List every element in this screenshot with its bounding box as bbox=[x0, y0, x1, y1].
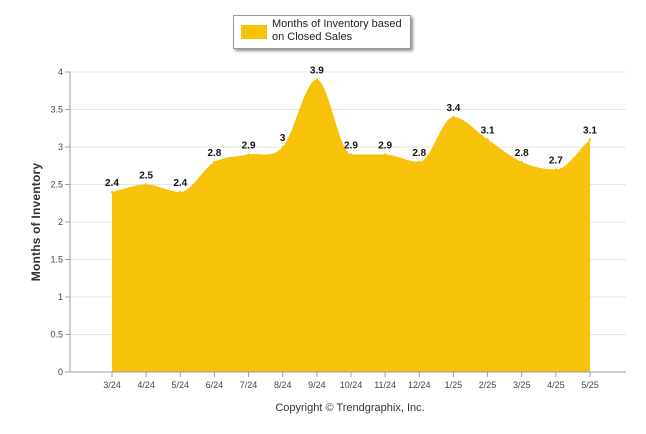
data-label: 2.8 bbox=[412, 148, 426, 159]
data-label: 3.1 bbox=[481, 126, 495, 137]
data-label: 2.9 bbox=[242, 141, 256, 152]
x-tick-label: 11/24 bbox=[374, 380, 396, 390]
data-point bbox=[349, 153, 353, 156]
x-tick-label: 4/24 bbox=[137, 380, 155, 390]
x-tick-label: 6/24 bbox=[206, 380, 224, 390]
y-tick-label: 1 bbox=[58, 292, 63, 302]
x-tick-label: 12/24 bbox=[408, 380, 431, 390]
y-tick-label: 2 bbox=[58, 217, 63, 227]
y-tick-label: 4 bbox=[58, 67, 63, 77]
data-label: 2.5 bbox=[139, 171, 153, 182]
data-point bbox=[213, 160, 216, 164]
data-label: 2.8 bbox=[515, 148, 529, 159]
data-point bbox=[179, 190, 182, 194]
data-label: 2.9 bbox=[378, 141, 392, 152]
y-tick-label: 0 bbox=[58, 367, 63, 377]
data-label: 2.9 bbox=[344, 141, 358, 152]
legend-label: Months of Inventory based on Closed Sale… bbox=[272, 18, 402, 43]
legend[interactable]: Months of Inventory based on Closed Sale… bbox=[233, 15, 411, 49]
data-point bbox=[110, 190, 114, 194]
data-point bbox=[383, 153, 387, 156]
data-point bbox=[281, 145, 284, 149]
y-tick-label: 0.5 bbox=[50, 330, 63, 340]
x-tick-label: 10/24 bbox=[340, 380, 363, 390]
y-tick-label: 2.5 bbox=[50, 180, 63, 190]
area-fill bbox=[112, 79, 590, 372]
x-tick-label: 4/25 bbox=[547, 380, 565, 390]
data-point bbox=[247, 153, 250, 156]
y-tick-label: 3.5 bbox=[50, 105, 63, 115]
x-tick-label: 2/25 bbox=[479, 380, 497, 390]
area-series bbox=[110, 78, 592, 372]
y-axis-ticks: 0 0.5 1 1.5 2 2.5 3 3.5 4 bbox=[50, 67, 70, 377]
data-point bbox=[486, 138, 489, 141]
data-point bbox=[418, 160, 421, 164]
data-label: 2.4 bbox=[105, 178, 119, 189]
y-tick-label: 1.5 bbox=[50, 255, 63, 265]
x-tick-label: 7/24 bbox=[240, 380, 258, 390]
data-point bbox=[520, 160, 523, 164]
x-tick-label: 3/24 bbox=[103, 380, 121, 390]
copyright-footer: Copyright © Trendgraphix, Inc. bbox=[275, 402, 425, 414]
data-label: 3.1 bbox=[583, 126, 597, 137]
data-point bbox=[315, 78, 319, 81]
y-axis-title: Months of Inventory bbox=[29, 162, 43, 282]
data-point bbox=[588, 138, 592, 141]
data-label: 2.4 bbox=[173, 178, 187, 189]
data-point bbox=[144, 183, 148, 186]
x-tick-label: 5/24 bbox=[172, 380, 190, 390]
x-axis-ticks: 3/24 4/24 5/24 6/24 7/24 8/24 9/24 10/24 11/24 12… bbox=[103, 372, 599, 390]
y-tick-label: 3 bbox=[58, 142, 63, 152]
x-tick-label: 5/25 bbox=[581, 380, 599, 390]
data-label: 2.8 bbox=[207, 148, 221, 159]
data-point bbox=[554, 168, 558, 171]
x-tick-label: 9/24 bbox=[308, 380, 326, 390]
data-point bbox=[452, 115, 455, 119]
data-label: 3.9 bbox=[310, 66, 324, 77]
data-label: 3 bbox=[280, 133, 286, 144]
x-tick-label: 1/25 bbox=[445, 380, 463, 390]
x-tick-label: 8/24 bbox=[274, 380, 292, 390]
data-label: 2.7 bbox=[549, 156, 563, 167]
legend-swatch bbox=[241, 25, 267, 39]
data-label: 3.4 bbox=[446, 103, 460, 114]
x-tick-label: 3/25 bbox=[513, 380, 531, 390]
data-labels: 2.4 2.5 2.4 2.8 2.9 3 3.9 2.9 2.9 2.8 3.4 3.1 2.8 2.7… bbox=[105, 66, 597, 190]
